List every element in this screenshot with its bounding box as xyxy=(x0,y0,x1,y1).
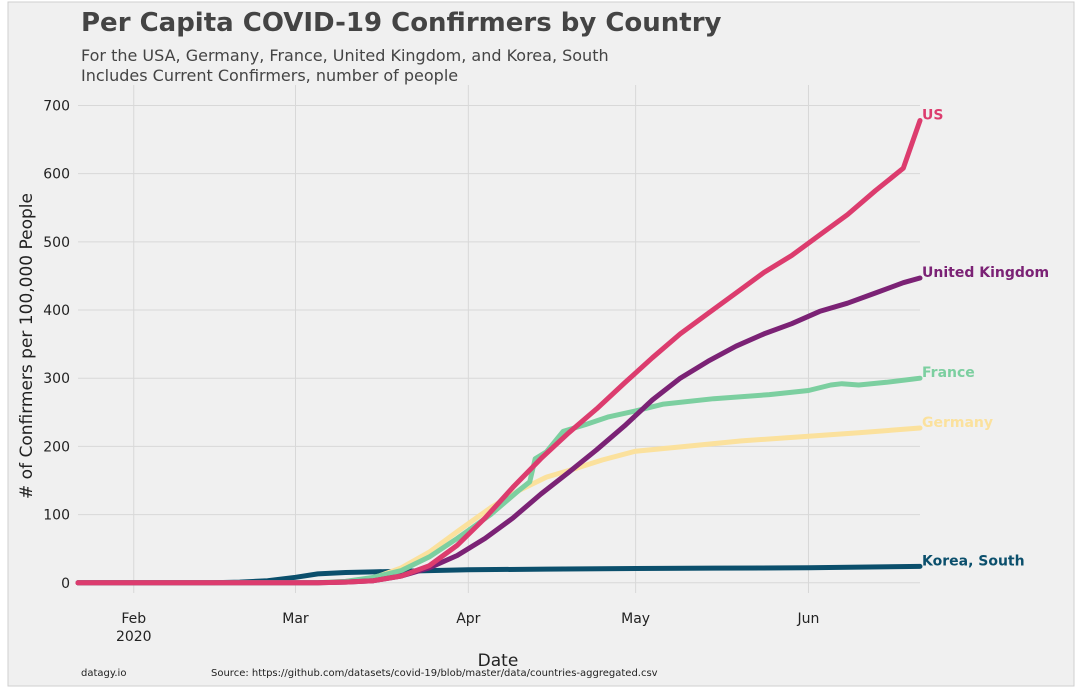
y-tick-label: 0 xyxy=(61,576,70,592)
y-tick-label: 400 xyxy=(43,303,70,319)
series-lines xyxy=(75,118,923,586)
series-line xyxy=(75,118,923,586)
chart-subtitle-line-2: Includes Current Confirmers, number of p… xyxy=(81,66,459,85)
x-tick-label: Mar xyxy=(282,611,309,627)
x-tick-label: Apr xyxy=(456,611,480,627)
series-end-label: US xyxy=(922,107,943,123)
series-end-label: France xyxy=(922,365,975,381)
x-tick-label: Feb xyxy=(121,611,146,627)
y-tick-label: 600 xyxy=(43,167,70,183)
x-tick-label: Jun xyxy=(797,611,820,627)
x-tick-sublabel: 2020 xyxy=(116,629,152,645)
series-line xyxy=(75,375,923,586)
y-tick-label: 100 xyxy=(43,508,70,524)
tick-labels: 0 100 200 300 400 500 600 700 Feb 2020 Mar Apr May Ju… xyxy=(43,98,1049,645)
y-tick-label: 300 xyxy=(43,371,70,387)
series-end-label: Germany xyxy=(922,415,993,431)
y-tick-label: 200 xyxy=(43,439,70,455)
footer-brand: datagy.io xyxy=(81,668,127,679)
chart-subtitle-line-1: For the USA, Germany, France, United Kin… xyxy=(81,46,609,65)
series-end-label: United Kingdom xyxy=(922,265,1049,281)
y-tick-label: 700 xyxy=(43,98,70,114)
series-end-label: Korea, South xyxy=(922,553,1025,569)
x-tick-label: May xyxy=(621,611,650,627)
y-tick-label: 500 xyxy=(43,235,70,251)
chart-background xyxy=(7,1,1075,687)
x-axis-label: Date xyxy=(478,651,519,671)
footer-source: Source: https://github.com/datasets/covi… xyxy=(211,668,658,679)
y-axis-label: # of Confirmers per 100,000 People xyxy=(17,193,37,499)
chart-title: Per Capita COVID-19 Confirmers by Countr… xyxy=(81,8,722,38)
